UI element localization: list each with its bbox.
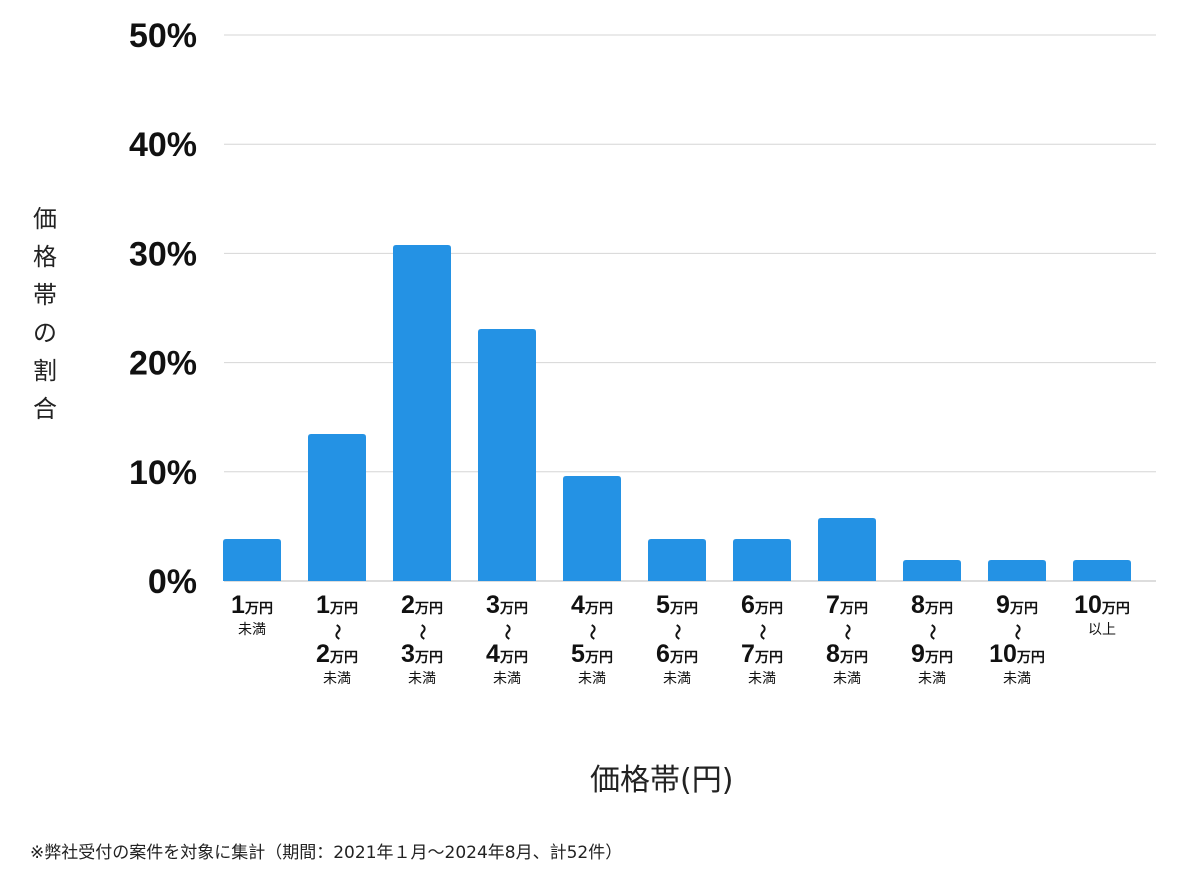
y-tick-label: 20%	[129, 345, 197, 383]
x-axis-label: 価格帯(円)	[590, 763, 734, 798]
y-tick-label: 0%	[148, 563, 197, 601]
x-tick-label: 2万円〜 3万円 未満	[401, 591, 443, 688]
x-tick-label: 3万円〜 4万円 未満	[486, 591, 528, 688]
bar	[1073, 560, 1131, 581]
y-axis-label: 価格帯の割合	[33, 205, 57, 423]
x-tick-label: 8万円〜 9万円 未満	[911, 591, 953, 688]
bar	[563, 475, 621, 581]
y-tick-label: 30%	[129, 235, 197, 273]
x-tick-label: 10万円 以上	[1074, 591, 1130, 639]
x-tick-label: 6万円〜 7万円 未満	[741, 591, 783, 688]
x-tick-label: 5万円〜 6万円 未満	[656, 591, 698, 688]
bar	[733, 538, 791, 581]
bar	[988, 560, 1046, 581]
bar	[308, 434, 366, 581]
x-tick-label: 9万円〜 10万円 未満	[989, 591, 1045, 688]
x-tick-label: 1万円 未満	[231, 591, 273, 639]
x-tick-label: 4万円〜 5万円 未満	[571, 591, 613, 688]
y-tick-label: 10%	[129, 454, 197, 492]
bar	[478, 328, 536, 581]
bar	[393, 244, 451, 582]
bar	[648, 538, 706, 581]
bar	[818, 517, 876, 581]
x-tick-label: 7万円〜 8万円 未満	[826, 591, 868, 688]
footnote: ※弊社受付の案件を対象に集計（期間：2021年１月〜2024年8月、計52件）	[30, 843, 623, 863]
y-tick-label: 50%	[129, 17, 197, 55]
x-tick-label: 1万円〜 2万円 未満	[316, 591, 358, 688]
bar	[903, 560, 961, 581]
bar	[223, 538, 281, 581]
y-tick-label: 40%	[129, 126, 197, 164]
